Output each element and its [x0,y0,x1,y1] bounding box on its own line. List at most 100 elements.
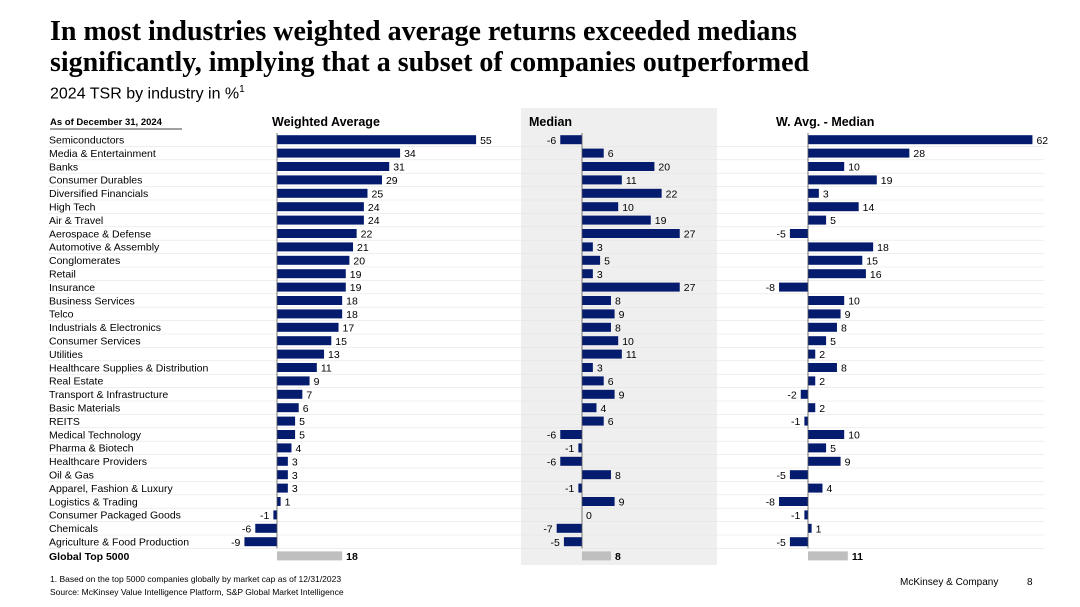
category-label: Transport & Infrastructure [49,389,168,401]
median-bar [560,135,582,145]
weighted-avg-value-label: 6 [303,403,309,415]
weighted-avg-value-label: 31 [393,162,405,174]
median-bar [582,363,593,372]
wavg-minus-median-value-label: -2 [787,389,796,401]
wavg-minus-median-value-label: -5 [777,229,786,241]
wavg-minus-median-bar [808,202,859,212]
category-label: Conglomerates [49,255,120,267]
wavg-minus-median-value-label: 14 [863,202,875,214]
median-bar [582,175,622,185]
weighted-avg-value-label: 29 [386,175,398,187]
median-bar [582,269,593,279]
wavg-minus-median-value-label: 2 [819,349,825,361]
category-label: Diversified Financials [49,188,148,200]
wavg-minus-median-value-label: 15 [866,255,878,267]
wavg-minus-median-value-label: 9 [845,309,851,321]
category-label: Apparel, Fashion & Luxury [49,483,173,495]
median-bar [582,296,611,305]
median-bar [578,443,582,453]
weighted-avg-value-label: 3 [292,470,298,482]
median-value-label: 9 [619,309,625,321]
title-line-2: significantly, implying that a subset of… [50,47,810,78]
weighted-avg-value-label: 22 [361,229,373,241]
wavg-minus-median-value-label: 2 [819,403,825,415]
wavg-minus-median-bar [800,389,808,399]
category-label: High Tech [49,202,96,214]
weighted-avg-value-label: 20 [353,255,365,267]
wavg-minus-median-value-label: -1 [791,510,800,522]
weighted-avg-value-label: 3 [292,483,298,495]
wavg-minus-median-value-label: -5 [777,470,786,482]
category-label: Utilities [49,349,83,361]
median-value-label: 6 [608,148,614,160]
subtitle-text: 2024 TSR by industry in % [50,85,240,103]
wavg-minus-median-bar [808,242,874,252]
median-value-label: 11 [626,175,637,187]
weighted-avg-value-label: 24 [368,215,380,227]
wavg-minus-median-value-label: 3 [823,188,829,200]
category-label: Telco [49,309,74,321]
subtitle-footnote-marker: 1 [239,84,245,95]
weighted-avg-bar [277,322,339,332]
wavg-minus-median-bar [789,537,808,547]
wavg-minus-median-bar [808,376,816,386]
weighted-avg-value-label: 1 [285,497,291,509]
median-value-label: 3 [597,363,603,375]
median-value-label: 9 [619,497,625,509]
median-bar [582,389,615,399]
weighted-avg-bar [277,282,346,292]
weighted-avg-bar [277,296,343,305]
wavg-minus-median-value-label: 28 [913,148,925,160]
weighted-avg-bar [277,456,288,466]
median-value-label: -6 [547,456,556,468]
weighted-avg-value-label: 19 [350,282,362,294]
median-bar [582,202,619,212]
category-label: Basic Materials [49,403,120,415]
weighted-avg-value-label: 5 [299,416,305,428]
total-label: Global Top 5000 [49,551,129,563]
weighted-avg-bar [277,376,310,386]
weighted-avg-value-label: 7 [306,389,312,401]
wavg-minus-median-value-label: 8 [841,363,847,375]
median-value-label: 4 [600,403,606,415]
median-bar [582,497,615,506]
column-header-weighted-avg: Weighted Average [272,115,380,129]
category-label: Business Services [49,295,135,307]
median-bar [582,336,619,346]
median-total-bar [582,551,611,561]
median-value-label: 10 [622,202,634,214]
median-value-label: -6 [547,135,556,147]
median-bar [556,523,582,533]
wavg-minus-median-bar [808,162,845,171]
median-bar [582,242,593,252]
category-label: Pharma & Biotech [49,443,134,455]
wavg-minus-median-bar [804,416,808,426]
median-value-label: -6 [547,430,556,442]
weighted-avg-bar [277,215,364,225]
wavg-minus-median-value-label: -8 [766,282,775,294]
category-label: Healthcare Supplies & Distribution [49,362,208,374]
category-label: Media & Entertainment [49,148,156,160]
median-bar [582,282,680,292]
weighted-avg-bar [277,497,281,506]
category-label: Air & Travel [49,215,103,227]
median-value-label: 27 [684,229,696,241]
wavg-minus-median-value-label: 5 [830,443,836,455]
category-label: Semiconductors [49,135,124,147]
weighted-avg-value-label: 3 [292,456,298,468]
wavg-minus-median-value-label: -8 [766,497,775,509]
source-note: Source: McKinsey Value Intelligence Plat… [50,587,344,597]
wavg-minus-median-total-bar [808,551,848,561]
median-value-label: 19 [655,215,667,227]
category-label: Automotive & Assembly [49,242,160,254]
weighted-avg-bar [255,523,277,533]
weighted-avg-value-label: -9 [231,537,240,549]
median-bar [582,215,651,225]
median-value-label: -7 [543,523,552,535]
wavg-minus-median-bar [808,349,816,359]
as-of-label: As of December 31, 2024 [50,117,163,128]
median-value-label: 20 [658,162,670,174]
wavg-minus-median-value-label: 10 [848,162,860,174]
median-bar [582,349,622,359]
column-header-median: Median [529,115,572,129]
